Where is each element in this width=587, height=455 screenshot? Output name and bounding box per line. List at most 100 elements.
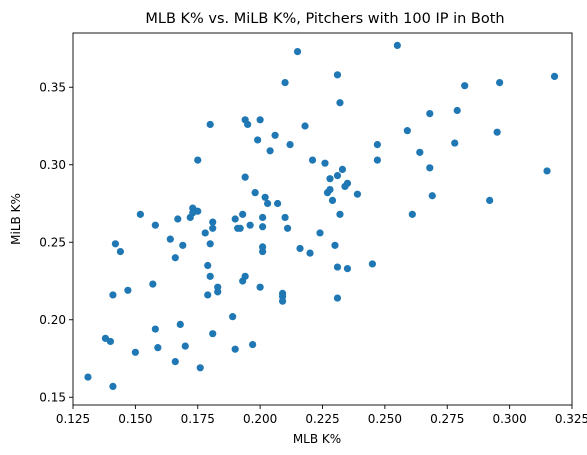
scatter-point: [196, 364, 204, 372]
scatter-point: [301, 122, 309, 130]
scatter-point: [209, 224, 217, 232]
scatter-point: [326, 175, 334, 183]
scatter-point: [331, 241, 339, 249]
scatter-point: [241, 173, 249, 181]
scatter-point: [111, 240, 120, 248]
scatter-point: [254, 136, 262, 144]
x-axis-label: MLB K%: [293, 432, 341, 446]
y-tick-label: 0.30: [39, 158, 66, 172]
scatter-point: [259, 213, 267, 222]
scatter-point: [496, 79, 504, 87]
scatter-point: [214, 283, 222, 291]
scatter-point: [194, 207, 202, 215]
scatter-point: [373, 156, 381, 164]
scatter-point: [181, 342, 189, 350]
scatter-point: [286, 141, 294, 149]
scatter-point: [241, 272, 249, 280]
scatter-point: [278, 297, 287, 305]
scatter-point: [293, 48, 302, 56]
scatter-point: [543, 167, 551, 175]
scatter-point: [136, 210, 144, 218]
scatter-point: [154, 344, 162, 352]
scatter-point: [236, 224, 244, 232]
y-tick-label: 0.35: [39, 80, 66, 94]
y-tick-label: 0.15: [39, 390, 66, 404]
points-layer: [84, 41, 559, 390]
chart-title: MLB K% vs. MiLB K%, Pitchers with 100 IP…: [145, 11, 504, 27]
scatter-point: [249, 340, 257, 349]
scatter-point: [109, 382, 117, 390]
scatter-point: [171, 254, 179, 262]
y-tick-label: 0.20: [39, 313, 66, 327]
scatter-point: [264, 199, 272, 208]
scatter-point: [206, 240, 214, 248]
y-axis-label: MiLB K%: [9, 193, 23, 245]
scatter-point: [336, 99, 344, 107]
x-tick-label: 0.300: [492, 412, 526, 426]
scatter-point: [493, 128, 501, 136]
scatter-point: [261, 193, 269, 201]
scatter-point: [266, 147, 274, 155]
scatter-point: [328, 196, 337, 204]
scatter-point: [256, 283, 264, 291]
scatter-point: [426, 110, 434, 118]
x-tick-label: 0.150: [118, 412, 152, 426]
scatter-point: [116, 247, 124, 256]
scatter-point: [338, 165, 347, 173]
scatter-point: [259, 247, 267, 256]
scatter-point: [281, 79, 289, 87]
scatter-point: [316, 229, 324, 237]
scatter-point: [151, 325, 159, 333]
x-tick-label: 0.325: [555, 412, 587, 426]
scatter-point: [204, 261, 212, 270]
scatter-point: [231, 345, 239, 353]
scatter-point: [256, 116, 264, 124]
scatter-point: [281, 213, 289, 222]
scatter-point: [271, 131, 279, 139]
scatter-point: [166, 235, 174, 243]
scatter-point: [283, 224, 292, 232]
scatter-point: [273, 199, 282, 208]
scatter-point: [353, 190, 362, 198]
scatter-point: [246, 221, 254, 229]
scatter-point: [461, 82, 469, 90]
scatter-point: [326, 185, 334, 194]
scatter-point: [321, 159, 329, 167]
scatter-point: [259, 223, 267, 231]
scatter-point: [333, 71, 342, 79]
scatter-point: [106, 337, 115, 346]
x-tick-label: 0.250: [368, 412, 402, 426]
scatter-point: [124, 286, 132, 294]
x-tick-label: 0.125: [56, 412, 90, 426]
scatter-point: [486, 196, 494, 204]
scatter-point: [428, 192, 436, 200]
scatter-point: [149, 280, 157, 288]
plot-frame: [72, 32, 573, 406]
scatter-point: [343, 179, 352, 187]
scatter-point: [201, 229, 209, 237]
scatter-point: [296, 244, 304, 253]
scatter-point: [239, 210, 247, 218]
scatter-point: [426, 164, 434, 172]
scatter-point: [416, 148, 424, 156]
scatter-point: [451, 139, 459, 147]
scatter-point: [333, 294, 342, 302]
y-axis-ticks: 0.15 0.20 0.25 0.30 0.35: [39, 80, 73, 404]
x-tick-label: 0.200: [243, 412, 277, 426]
y-tick-label: 0.25: [39, 235, 66, 249]
scatter-point: [336, 210, 344, 218]
x-axis-ticks: 0.125 0.150 0.175 0.200 0.225 0.250 0.275 0.300…: [56, 405, 587, 426]
scatter-point: [206, 272, 214, 280]
scatter-point: [368, 260, 376, 268]
scatter-point: [209, 218, 217, 226]
scatter-point: [308, 156, 317, 164]
scatter-point: [333, 263, 342, 271]
scatter-point: [131, 348, 139, 356]
scatter-point: [231, 215, 239, 223]
scatter-point: [171, 358, 179, 366]
scatter-point: [194, 156, 202, 164]
scatter-point: [176, 320, 184, 328]
x-tick-label: 0.225: [305, 412, 339, 426]
scatter-point: [179, 241, 187, 249]
scatter-point: [109, 291, 117, 299]
